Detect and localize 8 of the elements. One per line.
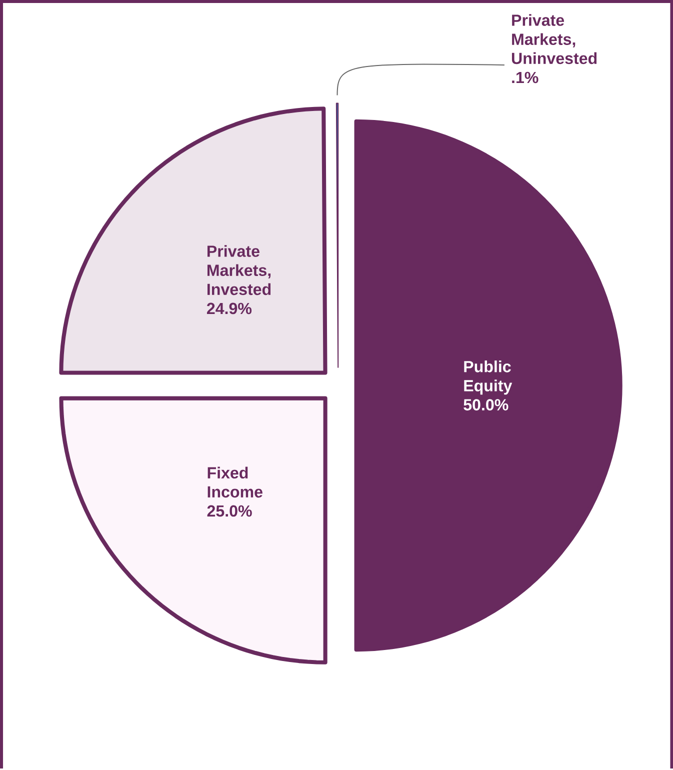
slice-label: Public Equity [464,360,512,395]
slice-label: Private Markets, Uninvested [512,14,596,64]
slice-label: Fixed Income [208,466,262,498]
data-label: 50.0% [463,399,508,410]
data-label: .1% [512,72,538,84]
data-label: 24.9% [206,302,252,314]
data-label: 25.0% [207,505,252,517]
slice-label: Private Markets, Invested [207,245,270,296]
